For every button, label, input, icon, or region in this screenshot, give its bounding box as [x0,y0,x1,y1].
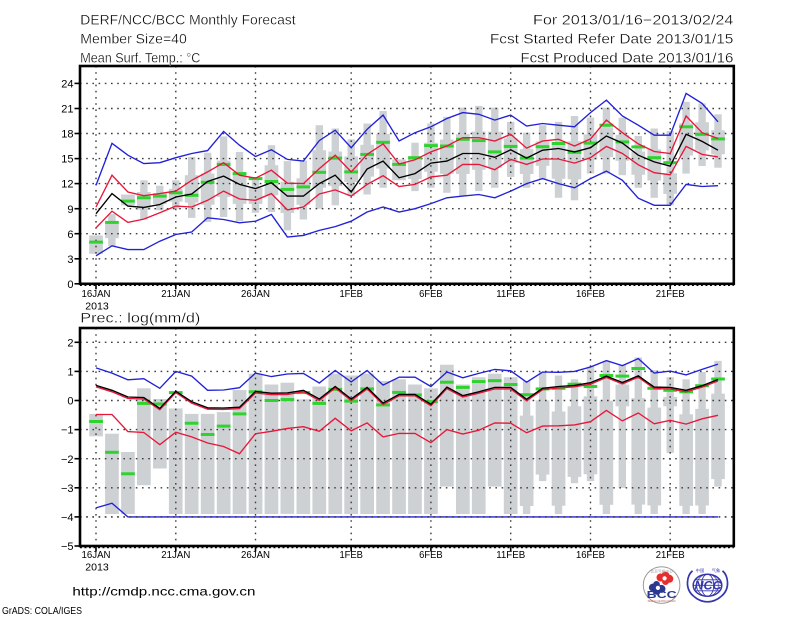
svg-text:Member Size=40: Member Size=40 [80,31,187,46]
svg-text:Fcst Started Refer Date 2013/0: Fcst Started Refer Date 2013/01/15 [490,31,734,46]
svg-text:For 2013/01/16−2013/02/24: For 2013/01/16−2013/02/24 [533,12,734,27]
svg-text:−4: −4 [61,512,74,524]
svg-text:0: 0 [67,396,73,408]
svg-text:北京气候中心: 北京气候中心 [651,568,673,573]
svg-text:−5: −5 [61,541,74,553]
svg-text:6FEB: 6FEB [419,549,443,561]
svg-text:21: 21 [61,104,73,116]
svg-text:1FEB: 1FEB [339,288,363,300]
svg-text:BEIJING CLIMATE CENTER: BEIJING CLIMATE CENTER [648,599,676,603]
svg-text:2: 2 [67,337,73,349]
svg-text:2013: 2013 [85,300,109,312]
svg-text:−1: −1 [61,425,74,437]
svg-text:NCC: NCC [695,580,723,592]
svg-text:Mean Surf. Temp.: °C: Mean Surf. Temp.: °C [80,50,200,65]
svg-text:16JAN: 16JAN [82,549,111,561]
svg-text:中国: 中国 [696,567,704,574]
svg-text:气象: 气象 [712,567,720,573]
svg-text:16JAN: 16JAN [82,288,111,300]
svg-text:−3: −3 [61,483,74,495]
svg-text:−2: −2 [61,454,74,466]
svg-text:1FEB: 1FEB [339,549,363,561]
svg-text:24: 24 [61,79,73,91]
svg-text:15: 15 [61,154,73,166]
svg-text:11FEB: 11FEB [496,288,525,300]
svg-text:18: 18 [61,129,73,141]
svg-text:1: 1 [67,367,73,379]
svg-text:11FEB: 11FEB [496,549,525,561]
svg-text:21FEB: 21FEB [656,549,685,561]
svg-text:3: 3 [67,254,73,266]
svg-text:16FEB: 16FEB [576,549,605,561]
svg-text:16FEB: 16FEB [576,288,605,300]
svg-text:21FEB: 21FEB [656,288,685,300]
svg-text:http://cmdp.ncc.cma.gov.cn: http://cmdp.ncc.cma.gov.cn [72,584,255,598]
svg-text:6FEB: 6FEB [419,288,443,300]
svg-text:6: 6 [67,229,73,241]
svg-text:2013: 2013 [85,561,109,573]
svg-text:21JAN: 21JAN [161,549,190,561]
svg-text:21JAN: 21JAN [161,288,190,300]
svg-text:Prec.: log(mm/d): Prec.: log(mm/d) [80,311,200,326]
svg-text:GrADS: COLA/IGES: GrADS: COLA/IGES [2,606,82,617]
svg-text:BCC: BCC [647,590,677,601]
svg-text:Fcst Produced Date 2013/01/16: Fcst Produced Date 2013/01/16 [520,50,733,65]
svg-text:DERF/NCC/BCC Monthly Forecast: DERF/NCC/BCC Monthly Forecast [80,12,296,27]
svg-text:0: 0 [67,279,73,291]
svg-text:26JAN: 26JAN [241,549,270,561]
svg-text:12: 12 [61,179,73,191]
svg-text:26JAN: 26JAN [241,288,270,300]
svg-text:9: 9 [67,204,73,216]
